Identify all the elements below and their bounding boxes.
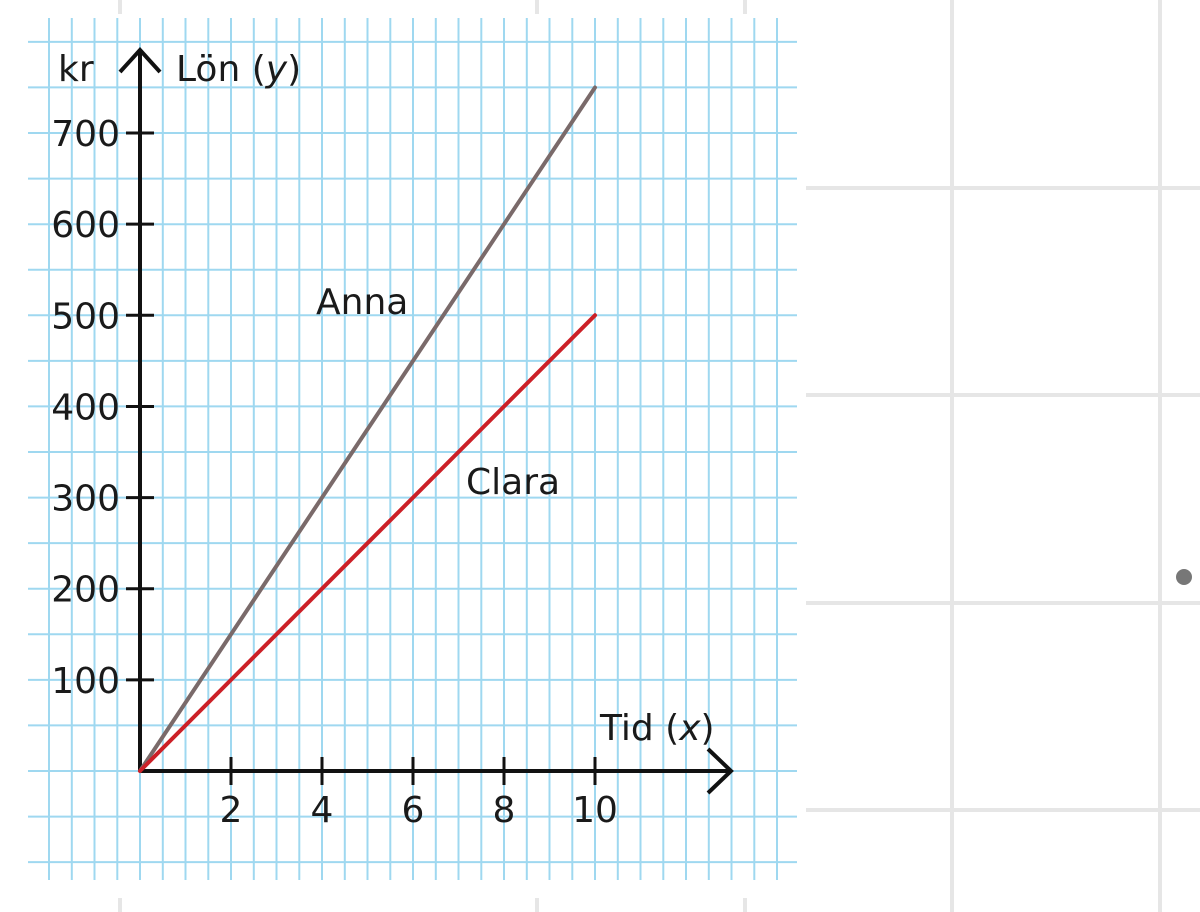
y-axis-label-text: Lön (	[176, 49, 266, 90]
y-tick-label: 700	[51, 114, 120, 155]
y-axis-label-close: )	[287, 49, 301, 90]
graph-paper-background	[0, 14, 806, 898]
y-tick-label: 500	[51, 296, 120, 337]
series-lines	[138, 85, 597, 773]
x-tick-label: 8	[493, 790, 516, 831]
y-tick-label: 400	[51, 387, 120, 428]
y-tick-label: 300	[51, 479, 120, 520]
x-tick-label: 6	[402, 790, 425, 831]
x-axis-label-var: x	[678, 708, 701, 749]
x-axis-arrow	[706, 747, 734, 795]
series-label-clara: Clara	[466, 462, 560, 503]
y-unit-label: kr	[58, 49, 94, 90]
y-tick-label: 100	[51, 661, 120, 702]
x-axis-label-text: Tid (	[599, 708, 679, 749]
series-line-anna	[138, 85, 597, 773]
series-label-anna: Anna	[316, 282, 408, 323]
labels: kr Lön (y) Tid (x) Anna Clara	[58, 49, 715, 749]
y-axis-label: Lön (y)	[176, 49, 301, 90]
x-axis-label: Tid (x)	[599, 708, 715, 749]
axes: 100 200 300 400 500 600 700 2 4 6 8 10	[51, 47, 734, 831]
y-axis-label-var: y	[265, 49, 288, 90]
y-axis-arrow	[118, 47, 162, 74]
page-indicator-dot	[1176, 569, 1192, 585]
y-tick-label: 200	[51, 570, 120, 611]
series-line-clara	[138, 313, 597, 773]
x-tick-label: 10	[572, 790, 618, 831]
x-tick-label: 2	[220, 790, 243, 831]
x-tick-label: 4	[311, 790, 334, 831]
y-tick-label: 600	[51, 205, 120, 246]
x-axis-label-close: )	[701, 708, 715, 749]
